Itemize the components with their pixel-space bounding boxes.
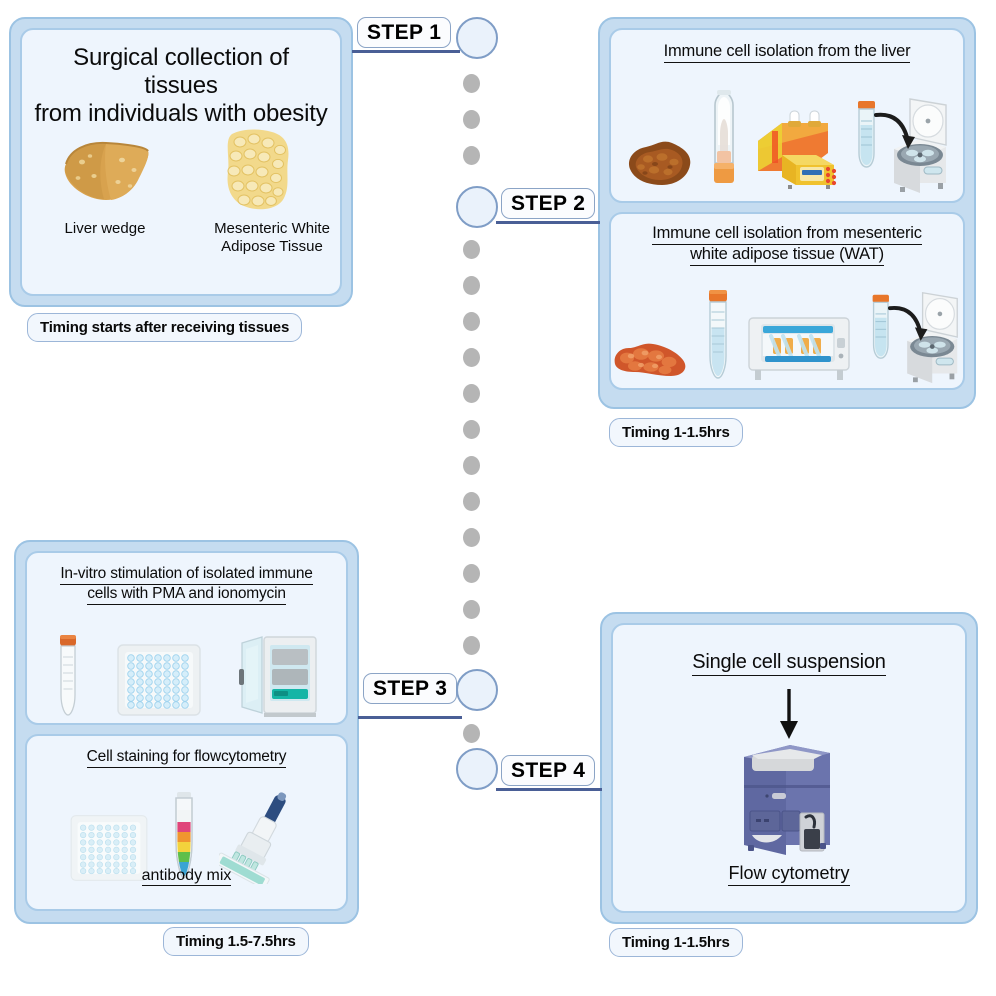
step1-timing-badge: Timing starts after receiving tissues [27, 313, 303, 342]
co2-incubator-icon [238, 636, 317, 717]
step2-liver-subpanel: Immune cell isolation from the liver [609, 28, 965, 203]
step3-panel: In-vitro stimulation of isolated immune … [14, 540, 359, 924]
antibody-mix-caption: antibody mix [27, 866, 346, 887]
step2-liver-icon-row [611, 78, 963, 193]
step4-timing-badge: Timing 1-1.5hrs [609, 928, 743, 957]
multichannel-pipette-icon [218, 792, 286, 884]
step2-rule [496, 221, 600, 224]
timeline-node-1[interactable] [456, 17, 498, 59]
step2-timing-badge: Timing 1-1.5hrs [609, 418, 743, 447]
step-badge-4[interactable]: STEP 4 [501, 755, 596, 786]
step3-staining-title: Cell staining for flowcytometry [33, 748, 340, 768]
tissue-dissociator-machine-icon [758, 110, 837, 189]
step3-stimulation-title: In-vitro stimulation of isolated immune … [33, 565, 340, 605]
tissue-homogenizer-tube-icon [714, 90, 734, 183]
mesenteric-white-adipose-tissue-icon [218, 126, 298, 214]
step2-wat-icon-row [611, 280, 963, 384]
step3-staining-subpanel: Cell staining for flowcytometry [25, 734, 348, 911]
timeline-dot [463, 528, 480, 547]
step3-rule [358, 716, 462, 719]
liver-wedge-caption: Liver wedge [64, 220, 146, 237]
flow-cytometry-caption: Flow cytometry [613, 863, 965, 886]
step3-staining-icon-row [27, 784, 346, 884]
timeline-dot [463, 420, 480, 439]
timeline-dot [463, 636, 480, 655]
step4-subpanel: Single cell suspension [611, 623, 967, 913]
step1-title-line1: Surgical collection of tissues [73, 44, 289, 99]
conical-tube-icon [709, 290, 727, 379]
step1-rule [352, 50, 460, 53]
tube-into-centrifuge-icon [858, 98, 947, 193]
step1-title-line2: from individuals with obesity [34, 99, 328, 127]
timeline-dot [463, 724, 480, 743]
step3-stimulation-icon-row [27, 615, 346, 719]
liver-wedge-icon [60, 138, 152, 210]
tube-into-centrifuge-icon [872, 291, 958, 384]
step4-title: Single cell suspension [619, 651, 959, 677]
antibody-mix-tube-icon [174, 792, 193, 879]
step2-panel: Immune cell isolation from the liver [598, 17, 976, 409]
timeline-dot [463, 74, 480, 93]
step2-wat-subpanel: Immune cell isolation from mesenteric wh… [609, 212, 965, 390]
step3-stimulation-subpanel: In-vitro stimulation of isolated immune … [25, 551, 348, 725]
timeline-node-2[interactable] [456, 186, 498, 228]
timeline-node-4[interactable] [456, 748, 498, 790]
timeline-node-3[interactable] [456, 669, 498, 711]
timeline-dot [463, 240, 480, 259]
96-well-plate-icon [116, 644, 201, 716]
conical-tube-orange-cap-icon [59, 635, 76, 716]
step-badge-1[interactable]: STEP 1 [357, 17, 452, 48]
step2-liver-title: Immune cell isolation from the liver [617, 42, 957, 64]
timeline-dot [463, 146, 480, 165]
flow-cytometer-icon [726, 741, 852, 857]
liver-tissue-piece-icon [628, 141, 691, 185]
timeline-dot [463, 110, 480, 129]
step2-wat-title: Immune cell isolation from mesenteric wh… [617, 224, 957, 267]
down-arrow-icon [776, 687, 802, 741]
step4-panel: Single cell suspension [600, 612, 978, 924]
mesenteric-wat-caption: Mesenteric White Adipose Tissue [214, 220, 330, 255]
timeline-dot [463, 600, 480, 619]
adipose-tissue-piece-icon [614, 343, 686, 376]
timeline-dot [463, 348, 480, 367]
timeline-dot [463, 564, 480, 583]
step4-rule [496, 788, 602, 791]
timeline-dot [463, 384, 480, 403]
shaking-incubator-icon [748, 317, 850, 380]
timeline-dot [463, 312, 480, 331]
step-badge-3[interactable]: STEP 3 [363, 673, 458, 704]
step1-panel: Surgical collection of tissues from indi… [9, 17, 353, 307]
timeline-dot [463, 456, 480, 475]
step1-title: Surgical collection of tissues from indi… [34, 44, 328, 127]
step1-subpanel: Surgical collection of tissues from indi… [20, 28, 342, 296]
96-well-plate-pale-icon [70, 815, 147, 881]
timeline-dot [463, 276, 480, 295]
timeline-dot [463, 492, 480, 511]
step3-timing-badge: Timing 1.5-7.5hrs [163, 927, 309, 956]
step-badge-2[interactable]: STEP 2 [501, 188, 596, 219]
